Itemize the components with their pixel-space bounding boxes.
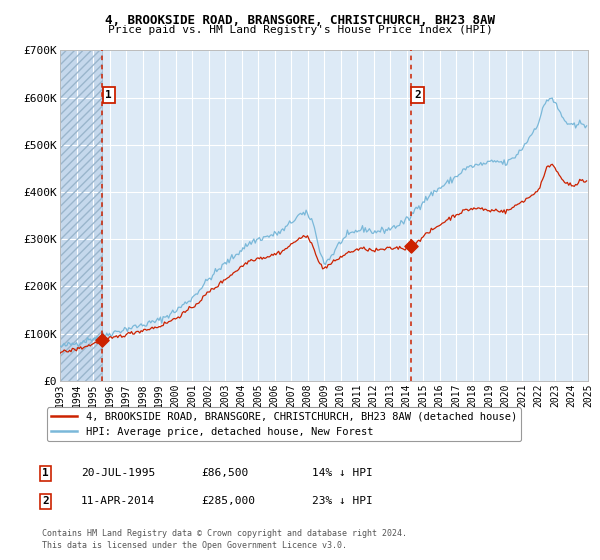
Text: £86,500: £86,500 [201,468,248,478]
Text: 20-JUL-1995: 20-JUL-1995 [81,468,155,478]
Text: 2: 2 [414,90,421,100]
Text: 4, BROOKSIDE ROAD, BRANSGORE, CHRISTCHURCH, BH23 8AW: 4, BROOKSIDE ROAD, BRANSGORE, CHRISTCHUR… [105,14,495,27]
Text: This data is licensed under the Open Government Licence v3.0.: This data is licensed under the Open Gov… [42,542,347,550]
Text: Contains HM Land Registry data © Crown copyright and database right 2024.: Contains HM Land Registry data © Crown c… [42,529,407,538]
Bar [60,50,102,381]
Text: 14% ↓ HPI: 14% ↓ HPI [312,468,373,478]
Text: 23% ↓ HPI: 23% ↓ HPI [312,496,373,506]
Text: 1: 1 [106,90,112,100]
Text: £285,000: £285,000 [201,496,255,506]
Bar [60,50,102,381]
Text: 11-APR-2014: 11-APR-2014 [81,496,155,506]
Text: 1: 1 [42,468,49,478]
Point [97,335,107,344]
Point [406,242,416,251]
Text: Price paid vs. HM Land Registry's House Price Index (HPI): Price paid vs. HM Land Registry's House … [107,25,493,35]
Legend: 4, BROOKSIDE ROAD, BRANSGORE, CHRISTCHURCH, BH23 8AW (detached house), HPI: Aver: 4, BROOKSIDE ROAD, BRANSGORE, CHRISTCHUR… [47,408,521,441]
Text: 2: 2 [42,496,49,506]
